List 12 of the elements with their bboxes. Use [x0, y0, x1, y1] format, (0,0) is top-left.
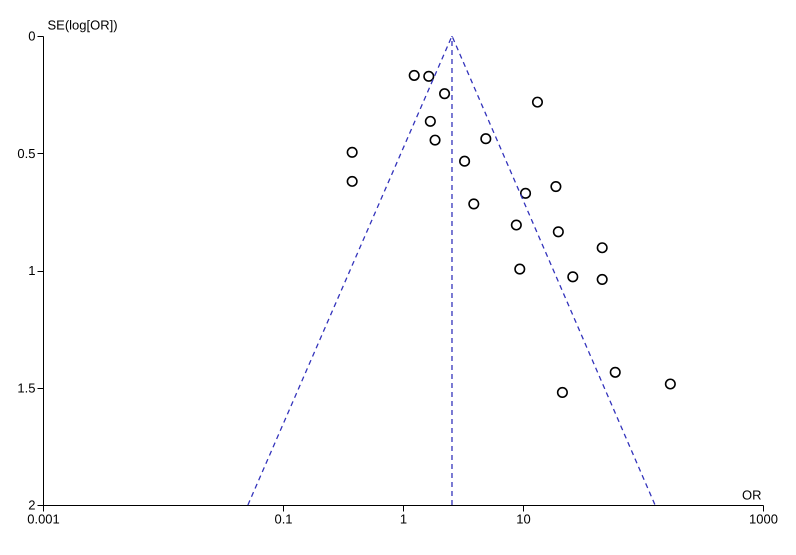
x-tick-label: 1 — [400, 512, 408, 526]
y-tick-label: 1.5 — [17, 380, 36, 396]
y-axis-title: SE(log[OR]) — [48, 18, 118, 32]
x-axis-title: OR — [742, 488, 762, 502]
y-tick-label: 0 — [28, 28, 36, 44]
x-tick-label: 0.1 — [274, 512, 293, 526]
x-tick-label: 10 — [516, 512, 531, 526]
y-tick-label: 1 — [28, 263, 36, 278]
x-tick-label: 0.001 — [27, 512, 60, 526]
y-tick-label: 0.5 — [17, 146, 36, 161]
x-tick-label: 1000 — [749, 512, 778, 526]
y-tick-label: 2 — [28, 498, 36, 512]
